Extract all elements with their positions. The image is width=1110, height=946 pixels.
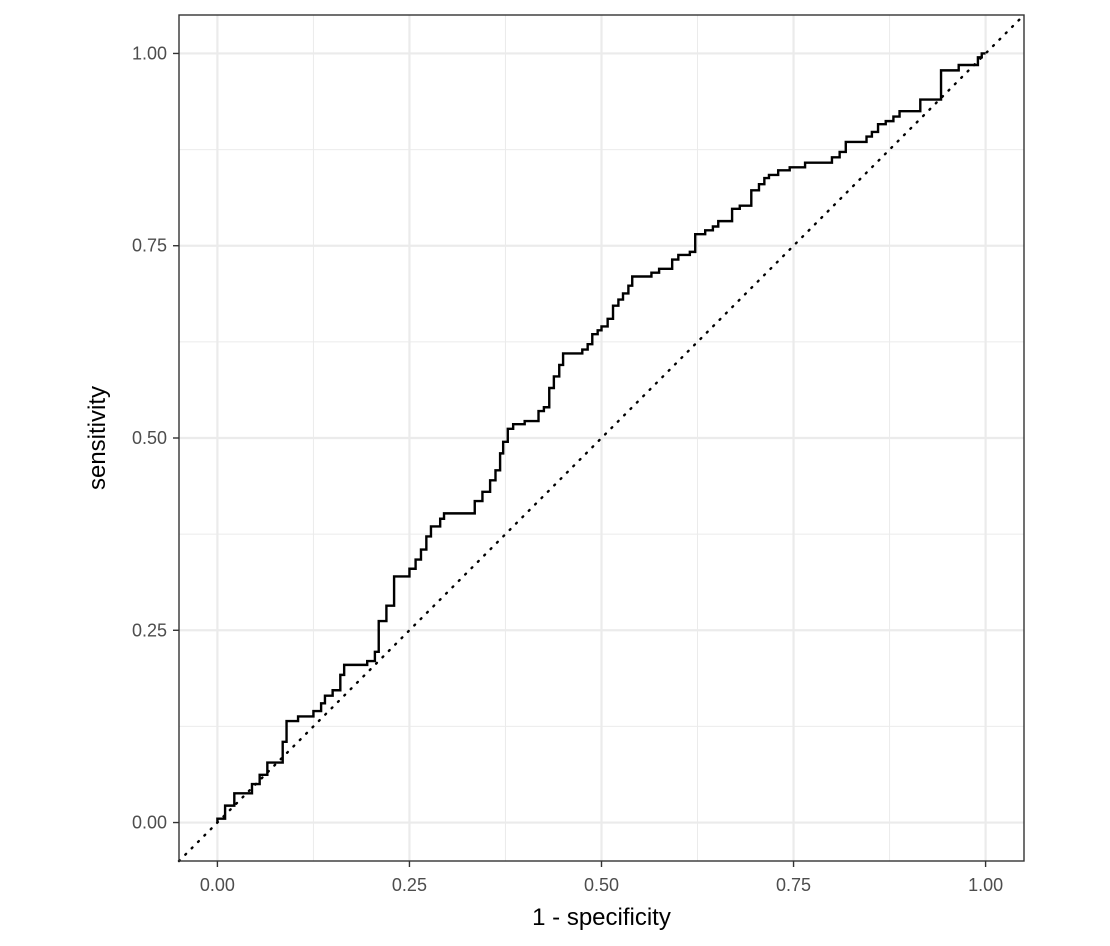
x-tick-label: 0.75 xyxy=(776,875,811,895)
grid-major-lines xyxy=(179,15,1024,861)
y-axis-title: sensitivity xyxy=(84,386,111,490)
y-tick-label: 0.75 xyxy=(132,236,167,256)
x-tick-label: 0.50 xyxy=(584,875,619,895)
x-tick-label: 0.00 xyxy=(200,875,235,895)
x-axis-title: 1 - specificity xyxy=(532,904,671,931)
y-tick-label: 0.50 xyxy=(132,428,167,448)
reference-diagonal-line xyxy=(177,13,1026,863)
x-tick-label: 1.00 xyxy=(968,875,1003,895)
y-tick-label: 0.00 xyxy=(132,813,167,833)
x-axis-ticks: 0.00 0.25 0.50 0.75 1.00 xyxy=(200,861,1003,895)
y-tick-label: 1.00 xyxy=(132,43,167,63)
y-tick-label: 0.25 xyxy=(132,620,167,640)
x-tick-label: 0.25 xyxy=(392,875,427,895)
y-axis-ticks: 0.00 0.25 0.50 0.75 1.00 xyxy=(132,43,179,833)
roc-curve-line xyxy=(216,52,986,823)
